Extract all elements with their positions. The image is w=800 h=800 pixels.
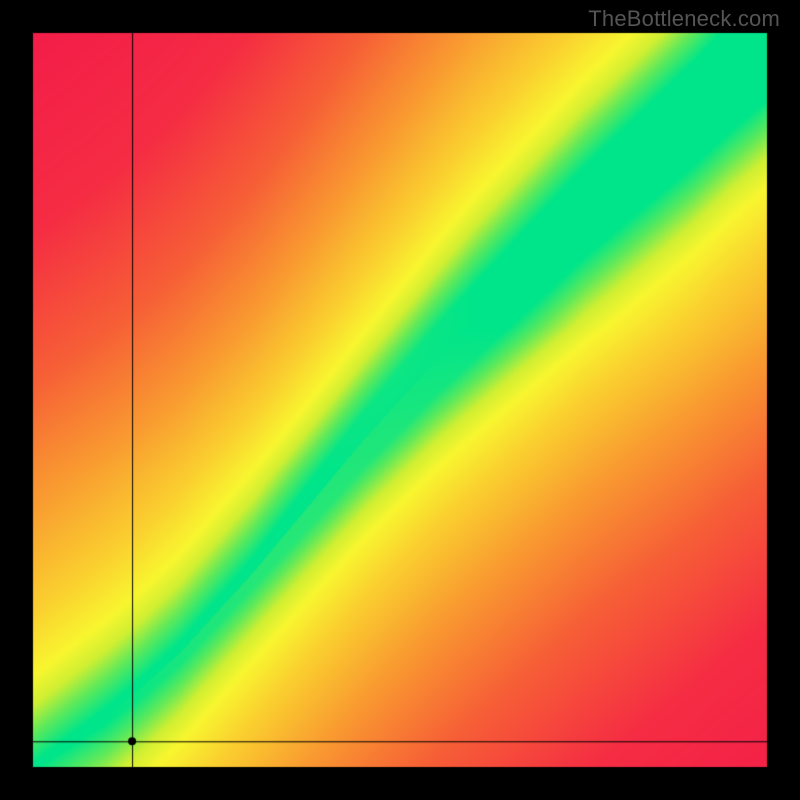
watermark-text: TheBottleneck.com — [588, 6, 780, 32]
bottleneck-heatmap — [0, 0, 800, 800]
